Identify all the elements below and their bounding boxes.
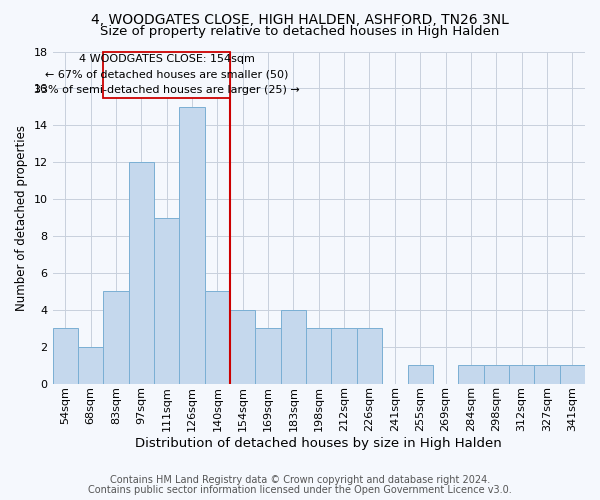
Text: Contains public sector information licensed under the Open Government Licence v3: Contains public sector information licen… [88, 485, 512, 495]
Text: Contains HM Land Registry data © Crown copyright and database right 2024.: Contains HM Land Registry data © Crown c… [110, 475, 490, 485]
Bar [407, 365, 433, 384]
Bar [534, 365, 560, 384]
Bar [281, 310, 306, 384]
Bar [230, 310, 256, 384]
Bar [103, 292, 128, 384]
Bar [78, 346, 103, 384]
Text: 4 WOODGATES CLOSE: 154sqm
← 67% of detached houses are smaller (50)
33% of semi-: 4 WOODGATES CLOSE: 154sqm ← 67% of detac… [34, 54, 299, 95]
Bar [154, 218, 179, 384]
Bar [256, 328, 281, 384]
Bar [357, 328, 382, 384]
Bar [484, 365, 509, 384]
Bar [53, 328, 78, 384]
Text: 4, WOODGATES CLOSE, HIGH HALDEN, ASHFORD, TN26 3NL: 4, WOODGATES CLOSE, HIGH HALDEN, ASHFORD… [91, 12, 509, 26]
Bar [128, 162, 154, 384]
Y-axis label: Number of detached properties: Number of detached properties [15, 124, 28, 310]
Bar [331, 328, 357, 384]
X-axis label: Distribution of detached houses by size in High Halden: Distribution of detached houses by size … [136, 437, 502, 450]
Bar [560, 365, 585, 384]
Text: Size of property relative to detached houses in High Halden: Size of property relative to detached ho… [100, 25, 500, 38]
Bar [103, 52, 230, 98]
Bar [509, 365, 534, 384]
Bar [205, 292, 230, 384]
Bar [458, 365, 484, 384]
Bar [179, 107, 205, 384]
Bar [306, 328, 331, 384]
